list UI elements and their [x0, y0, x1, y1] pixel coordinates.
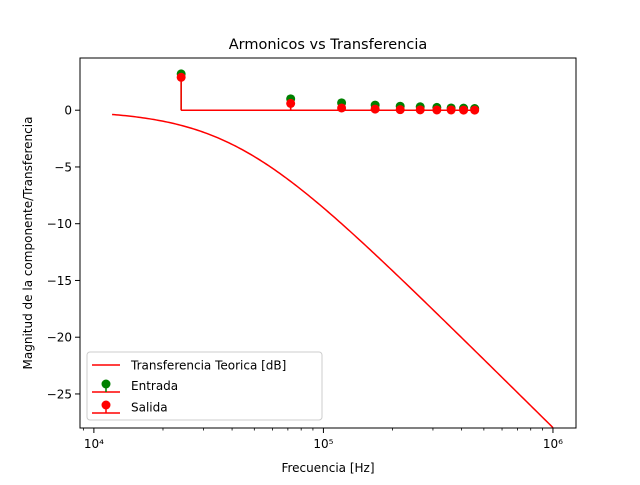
y-tick-label: −15 — [47, 274, 72, 288]
legend-marker-input — [101, 379, 111, 389]
axis-ticks: 10⁴ 10⁵ 10⁶ 0 −5 −10 −15 −20 −25 — [47, 104, 564, 451]
output-marker — [337, 103, 347, 113]
plot-marks — [111, 69, 554, 429]
y-tick-label: −10 — [47, 217, 72, 231]
legend-marker-output — [101, 400, 111, 410]
y-tick-label: −20 — [47, 331, 72, 345]
x-tick-label: 10⁴ — [84, 437, 104, 451]
y-axis-label: Magnitud de la componente/Transferencia — [21, 117, 35, 370]
x-axis-label: Frecuencia [Hz] — [281, 461, 374, 475]
output-marker — [459, 105, 469, 115]
x-tick-label: 10⁵ — [313, 437, 333, 451]
plot-frame — [79, 57, 577, 429]
legend-label-output: Salida — [131, 401, 168, 415]
legend-label-input: Entrada — [131, 379, 178, 393]
y-tick-label: −5 — [54, 160, 72, 174]
output-marker — [370, 104, 380, 114]
output-marker — [415, 105, 425, 115]
output-marker — [432, 105, 442, 115]
output-marker — [446, 105, 456, 115]
output-marker — [286, 98, 296, 108]
chart-title: Armonicos vs Transferencia — [229, 37, 428, 53]
transfer-curve-line — [111, 113, 554, 429]
legend-label-transfer: Transferencia Teorica [dB] — [130, 359, 286, 373]
output-marker — [470, 105, 480, 115]
y-tick-label: −25 — [47, 387, 72, 401]
x-tick-label: 10⁶ — [543, 437, 563, 451]
legend-box — [86, 351, 323, 421]
legend: Transferencia Teorica [dB] Entrada Salid… — [86, 351, 323, 421]
output-marker — [176, 72, 186, 82]
y-tick-label: 0 — [64, 104, 72, 118]
output-marker — [395, 105, 405, 115]
